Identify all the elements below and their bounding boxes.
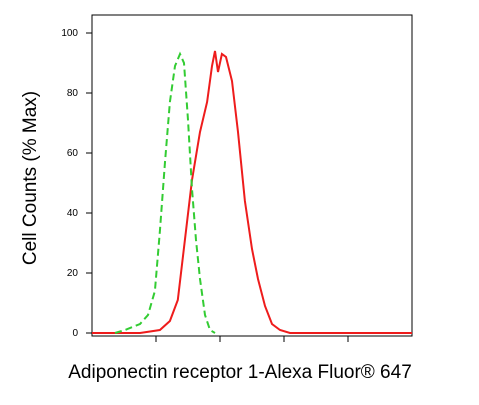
series-line (92, 50, 412, 334)
y-tick-label: 100 (61, 28, 78, 39)
x-axis-label: Adiponectin receptor 1-Alexa Fluor® 647 (68, 362, 412, 383)
y-tick-label: 20 (67, 268, 79, 279)
series-line (114, 51, 216, 334)
y-tick-label: 0 (72, 328, 78, 339)
y-tick-label: 40 (67, 208, 79, 219)
plot-frame (91, 14, 413, 337)
y-tick-label: 60 (67, 148, 79, 159)
y-axis-label: Cell Counts (% Max) (20, 91, 41, 265)
y-tick-label: 80 (67, 88, 79, 99)
